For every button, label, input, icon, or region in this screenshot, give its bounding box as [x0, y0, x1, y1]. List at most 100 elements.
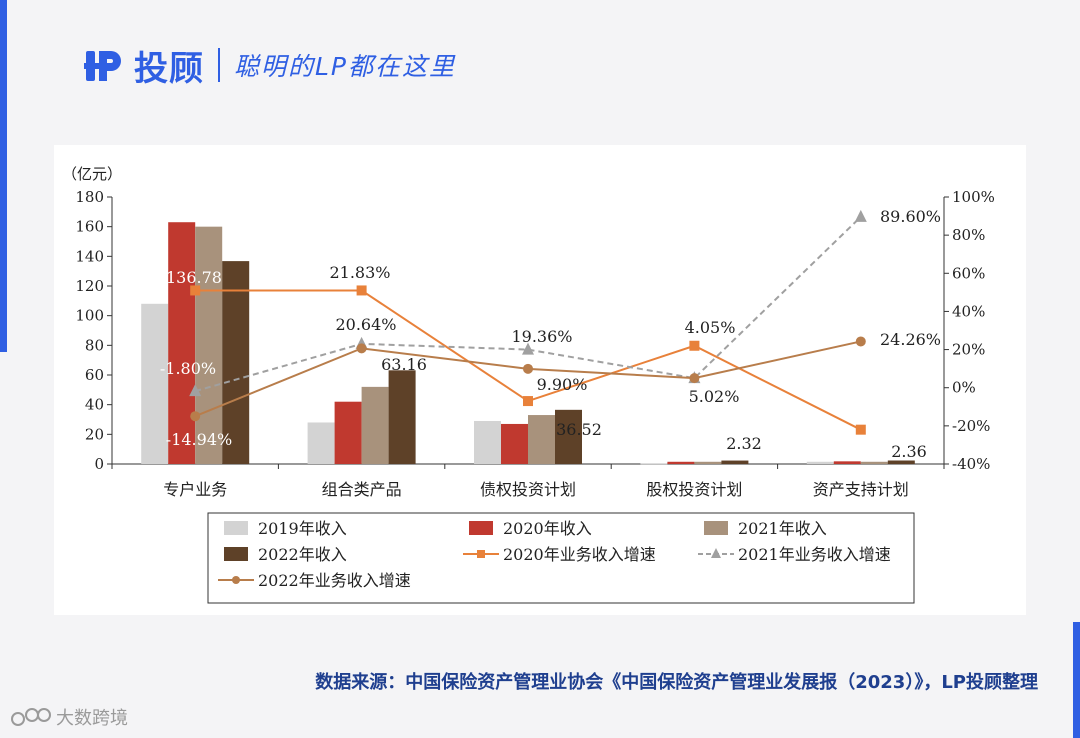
y-tick-label: 0	[94, 455, 104, 473]
bar-value-label: 36.52	[556, 420, 602, 439]
x-category-label: 股权投资计划	[646, 480, 742, 499]
chart-svg: （亿元） 0 20 40 60 80 100 120 140 160 180 -40% -20% 0% 2…	[62, 165, 995, 604]
bar-2019年收入	[141, 303, 169, 464]
bar-2021年收入	[528, 415, 555, 464]
y2-tick-label: 0%	[952, 379, 976, 397]
y2-tick-label: -40%	[952, 455, 990, 473]
x-category-label: 资产支持计划	[813, 480, 909, 499]
legend-swatch	[469, 521, 493, 535]
growth-marker-2022	[356, 343, 367, 354]
brand-name: 投顾	[134, 48, 204, 89]
legend-box	[207, 512, 915, 604]
header-divider	[218, 48, 220, 82]
y-tick-label: 60	[85, 366, 104, 384]
growth-marker-2020	[689, 340, 700, 351]
accent-bar-right	[1073, 622, 1080, 738]
bar-2022年收入	[388, 370, 416, 464]
legend-label: 2019年收入	[258, 519, 347, 538]
bar-2022年收入	[887, 460, 915, 464]
growth-marker-2021	[189, 384, 202, 397]
bar-2022年收入	[555, 409, 582, 464]
bar-2020年收入	[667, 461, 695, 464]
y-tick-label: 120	[75, 277, 104, 295]
growth-marker-2021	[854, 209, 867, 222]
growth-value-label: 9.90%	[537, 375, 588, 394]
y-tick-label: 40	[85, 396, 104, 414]
bar-value-label: 136.78	[166, 268, 222, 287]
legend-swatch	[224, 521, 248, 535]
growth-value-label: 21.83%	[329, 263, 390, 282]
y-tick-label: 100	[75, 307, 104, 325]
bar-2019年收入	[806, 461, 834, 464]
bar-2021年收入	[860, 461, 888, 464]
growth-marker-2022	[523, 363, 533, 374]
header: 投顾 聪明的LP都在这里	[84, 40, 456, 90]
legend-label: 2022年收入	[258, 545, 347, 564]
legend-marker	[477, 550, 485, 558]
bar-value-label: 2.32	[726, 434, 762, 453]
bar-2020年收入	[168, 222, 196, 464]
legend-label: 2021年业务收入增速	[738, 545, 891, 564]
bar-2021年收入	[195, 226, 223, 464]
watermark-logo-icon	[11, 708, 51, 726]
growth-marker-2020	[356, 285, 367, 296]
bar-2022年收入	[222, 261, 250, 464]
legend-swatch	[224, 547, 248, 561]
y2-tick-label: 60%	[952, 264, 985, 282]
bar-2022年收入	[721, 460, 749, 464]
bar-2021年收入	[361, 386, 389, 464]
data-source: 数据来源：中国保险资产管理业协会《中国保险资产管理业发展报（2023）》，LP投…	[315, 672, 1038, 693]
legend-label: 2022年业务收入增速	[258, 571, 411, 590]
y2-tick-label: 20%	[952, 341, 985, 359]
slogan: 聪明的LP都在这里	[234, 52, 457, 81]
y-tick-label: 160	[75, 218, 104, 236]
watermark: 大数跨境	[10, 704, 128, 730]
x-category-label: 债权投资计划	[480, 480, 576, 499]
growth-value-label: -1.80%	[160, 359, 216, 378]
bar-2020年收入	[833, 461, 861, 464]
growth-marker-2022	[190, 411, 201, 422]
y2-tick-label: 80%	[952, 226, 985, 244]
growth-line-2021年业务收入增速	[194, 216, 862, 393]
bar-value-label: 2.36	[891, 442, 927, 461]
y2-tick-label: 100%	[952, 188, 995, 206]
growth-value-label: 4.05%	[685, 318, 736, 337]
legend-swatch	[704, 521, 728, 535]
bar-2019年收入	[474, 420, 501, 464]
growth-marker-2022	[689, 373, 700, 384]
y-tick-label: 140	[75, 247, 104, 265]
y-tick-label: 80	[85, 336, 104, 354]
bar-value-label: 63.16	[381, 355, 427, 374]
legend-label: 2021年收入	[738, 519, 827, 538]
growth-value-label: 24.26%	[880, 330, 941, 349]
y2-tick-label: -20%	[952, 417, 990, 435]
growth-marker-2020	[523, 396, 533, 407]
growth-value-label: -14.94%	[166, 430, 232, 449]
bar-2020年收入	[501, 423, 528, 464]
bar-2019年收入	[640, 463, 668, 465]
legend-marker	[232, 576, 240, 584]
accent-bar-left	[0, 0, 7, 352]
watermark-text: 大数跨境	[56, 708, 128, 729]
y-tick-label: 180	[75, 188, 104, 206]
legend-marker	[711, 548, 721, 558]
growth-value-label: 5.02%	[689, 387, 740, 406]
bar-2021年收入	[694, 461, 722, 464]
bar-2019年收入	[307, 422, 335, 464]
y2-tick-label: 40%	[952, 302, 985, 320]
growth-value-label: 19.36%	[511, 327, 572, 346]
growth-value-label: 20.64%	[335, 315, 396, 334]
chart-panel: （亿元） 0 20 40 60 80 100 120 140 160 180 -40% -20% 0% 2…	[54, 145, 1026, 615]
growth-marker-2021	[522, 342, 534, 355]
legend-label: 2020年收入	[503, 519, 592, 538]
bar-2020年收入	[334, 401, 362, 464]
growth-value-label: 89.60%	[880, 207, 941, 226]
x-category-label: 组合类产品	[322, 480, 402, 499]
legend-label: 2020年业务收入增速	[503, 545, 656, 564]
growth-marker-2022	[855, 336, 866, 347]
lp-logo-icon	[84, 51, 121, 81]
growth-marker-2020	[190, 285, 201, 296]
x-category-label: 专户业务	[163, 480, 227, 499]
growth-marker-2020	[855, 424, 866, 435]
growth-line-2020年业务收入增速	[195, 289, 862, 431]
